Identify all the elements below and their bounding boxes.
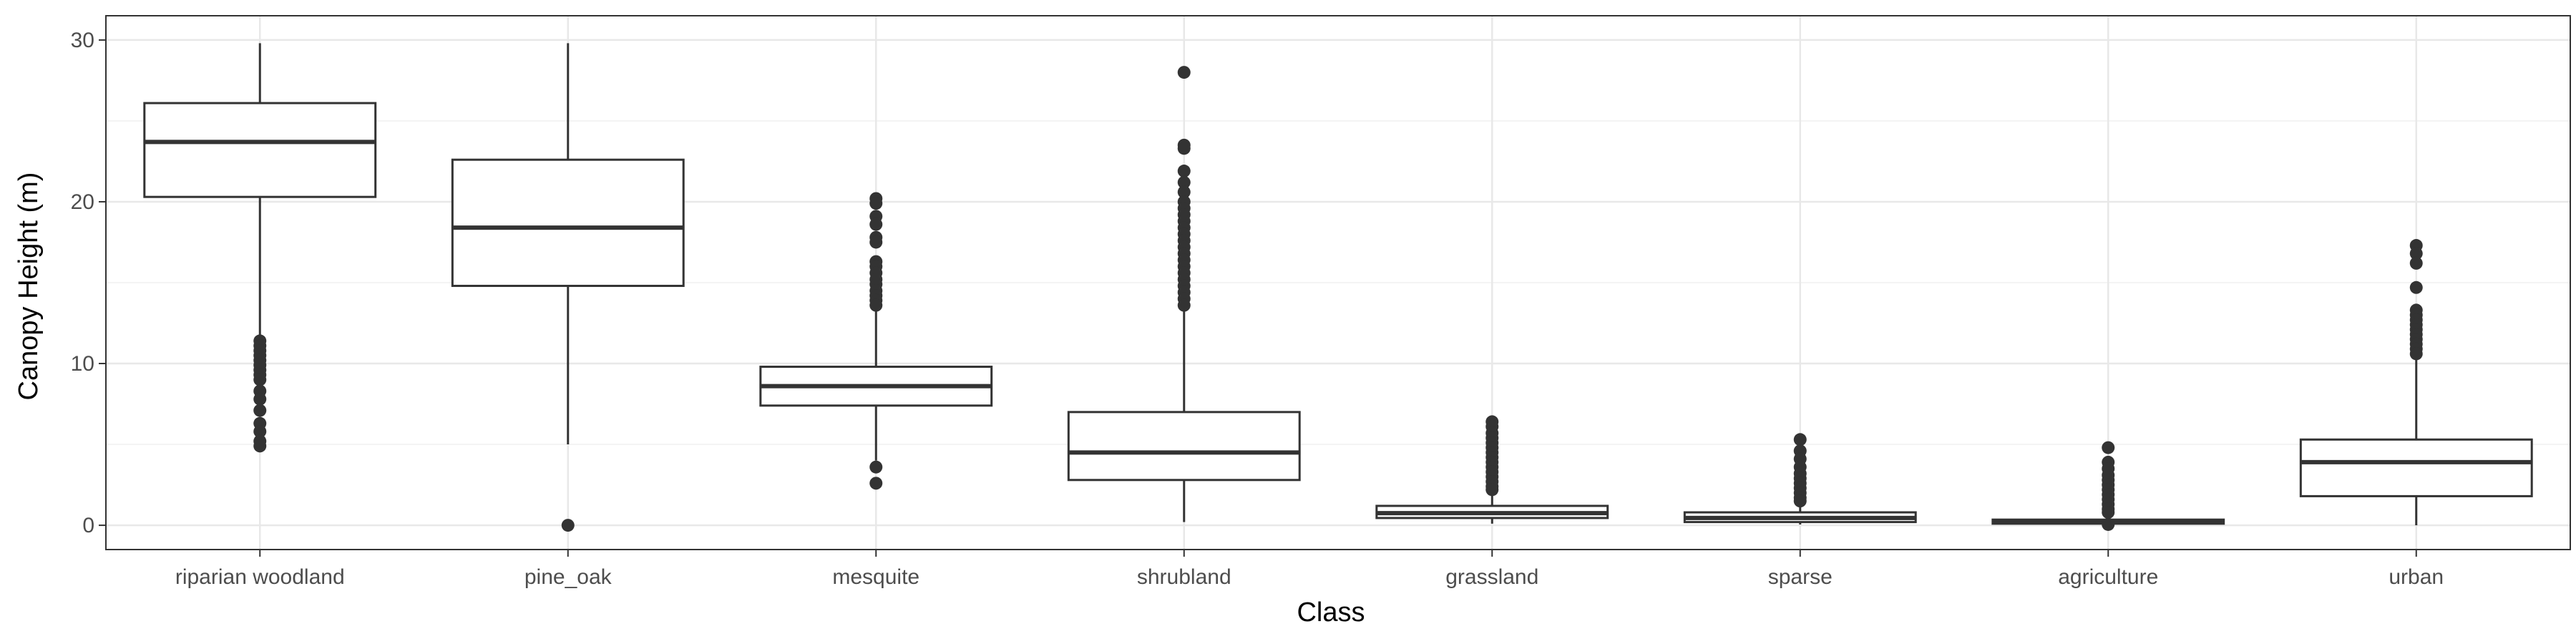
- outlier-point: [2102, 517, 2115, 531]
- outlier-point: [253, 392, 267, 406]
- outlier-point: [2409, 256, 2423, 270]
- outlier-point: [1177, 298, 1191, 312]
- y-tick-label: 30: [71, 29, 94, 52]
- outlier-point: [869, 298, 883, 312]
- y-axis-title: Canopy Height (m): [14, 172, 44, 401]
- outlier-point: [2102, 506, 2115, 519]
- outlier-point: [1793, 433, 1807, 447]
- box-iqr: [451, 158, 685, 288]
- x-axis-title: Class: [1297, 597, 1365, 628]
- box-iqr: [143, 102, 377, 198]
- outlier-point: [2409, 347, 2423, 361]
- outlier-point: [869, 218, 883, 231]
- outlier-point: [869, 477, 883, 490]
- x-tick-label: riparian woodland: [175, 565, 345, 589]
- box-group: [759, 192, 993, 490]
- box-group: [1067, 66, 1301, 522]
- outlier-point: [253, 404, 267, 417]
- box-iqr: [1067, 411, 1301, 482]
- outlier-point: [1177, 165, 1191, 178]
- outlier-point: [253, 439, 267, 453]
- outlier-point: [1177, 175, 1191, 189]
- outlier-point: [2409, 280, 2423, 294]
- outlier-point: [1177, 142, 1191, 155]
- box-group: [143, 43, 377, 453]
- y-tick-label: 20: [71, 190, 94, 214]
- y-tick-label: 0: [82, 514, 94, 537]
- outlier-point: [869, 460, 883, 474]
- box-group: [451, 43, 685, 532]
- box-iqr: [2299, 438, 2533, 497]
- outlier-point: [2102, 441, 2115, 454]
- box-group: [2299, 239, 2533, 526]
- outlier-point: [869, 235, 883, 249]
- box-group: [1683, 433, 1917, 525]
- x-tick-label: sparse: [1768, 565, 1833, 589]
- outlier-point: [253, 424, 267, 438]
- outlier-point: [2409, 247, 2423, 260]
- x-tick-label: urban: [2389, 565, 2444, 589]
- box-group: [1375, 415, 1609, 524]
- outlier-point: [561, 519, 575, 532]
- x-tick-label: pine_oak: [525, 565, 613, 589]
- x-tick-label: grassland: [1445, 565, 1538, 589]
- plot-area: 0 10 20 30 riparian woodland pine_oak mesquite…: [71, 15, 2571, 589]
- outlier-point: [1793, 494, 1807, 508]
- outlier-point: [1485, 483, 1499, 497]
- outlier-point: [1177, 66, 1191, 79]
- x-tick-label: agriculture: [2058, 565, 2158, 589]
- x-tick-label: mesquite: [832, 565, 919, 589]
- outlier-point: [253, 373, 267, 386]
- y-tick-label: 10: [71, 352, 94, 376]
- outlier-point: [1177, 185, 1191, 199]
- x-tick-label: shrubland: [1137, 565, 1231, 589]
- panel-border: [105, 15, 2571, 550]
- box-group: [1991, 441, 2225, 531]
- outlier-point: [869, 197, 883, 210]
